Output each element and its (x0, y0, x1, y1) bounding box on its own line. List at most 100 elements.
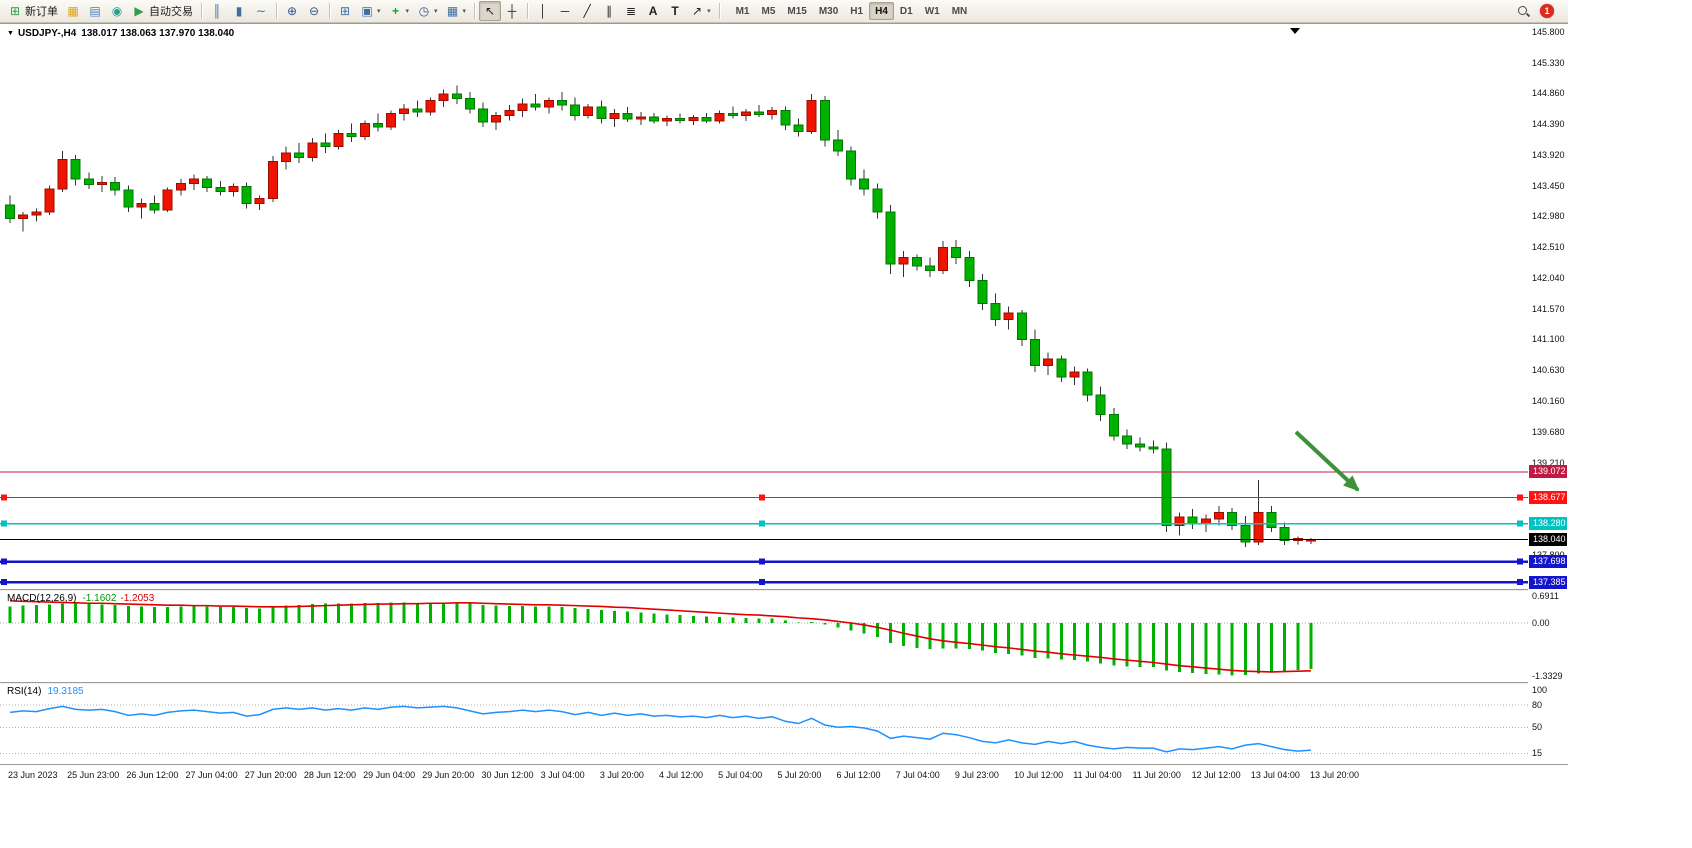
toolbar-navigator[interactable]: ◉ (106, 1, 128, 21)
time-axis-label: 7 Jul 04:00 (895, 770, 940, 780)
panel-separator-macd[interactable] (0, 589, 1568, 590)
price-tag-137.698: 137.698 (1529, 555, 1567, 569)
time-axis-label: 4 Jul 12:00 (659, 770, 704, 780)
search-icon[interactable] (1517, 5, 1530, 18)
price-axis-label: 144.390 (1532, 119, 1565, 130)
price-tag-138.040: 138.040 (1529, 532, 1567, 546)
toolbar-buttons: ⊞ 新订单 ▦ ▤ ◉ ▶ 自动交易 ║ ▮ ∼ ⊕ ⊖ ⊞ ▣ ▾ + ▾ ◷ ▾ ▦ ▾ ↖ ┼ │ ─ ╱ ∥ ≣ A T ↗ ▾ (4, 0, 724, 23)
toolbar-crosshair[interactable]: ┼ (501, 1, 523, 21)
price-axis-label: 142.510 (1532, 242, 1565, 253)
chart-shift-marker[interactable] (1290, 28, 1300, 34)
toolbar-market-watch[interactable]: ▤ (84, 1, 106, 21)
price-axis[interactable]: 145.800 145.330 144.860 144.390 143.920 143.4… (1528, 24, 1568, 764)
chart-ohlc-values: 138.017 138.063 137.970 138.040 (81, 28, 235, 39)
zoom-in-icon: ⊕ (286, 4, 298, 18)
timeframe-d1[interactable]: D1 (894, 2, 919, 20)
toolbar-autotrading[interactable]: ▶ 自动交易 (128, 1, 197, 21)
tile-windows-icon: ⊞ (339, 4, 351, 18)
price-axis-label: 140.630 (1532, 364, 1565, 375)
templates-icon: ▦ (446, 4, 459, 18)
toolbar-tile-windows[interactable]: ⊞ (334, 1, 356, 21)
toolbar-arrow-objects[interactable]: ↗ ▾ (686, 1, 715, 21)
rsi-axis-label: 15 (1532, 748, 1543, 759)
time-axis-label: 11 Jul 20:00 (1132, 770, 1181, 780)
price-axis-label: 140.160 (1532, 395, 1565, 406)
price-axis-label: 139.210 (1532, 457, 1565, 468)
toolbar-templates[interactable]: ▦ ▾ (442, 1, 471, 21)
time-axis-label: 12 Jul 12:00 (1191, 770, 1241, 780)
rsi-axis-label: 80 (1532, 699, 1543, 710)
timeframe-m15[interactable]: M15 (781, 2, 812, 20)
toolbar-zoom-out[interactable]: ⊖ (303, 1, 325, 21)
trend-arrow[interactable] (1294, 430, 1360, 492)
toolbar-bar-chart-mode[interactable]: ║ (206, 1, 228, 21)
candlestick-mode-icon: ▮ (235, 4, 243, 18)
price-tag-139.072: 139.072 (1529, 465, 1567, 479)
toolbar-fibonacci-tool[interactable]: ≣ (620, 1, 642, 21)
toolbar-candlestick-mode[interactable]: ▮ (228, 1, 250, 21)
toolbar-separator (276, 3, 277, 19)
time-axis-label: 25 Jun 23:00 (67, 770, 120, 780)
toolbar-cursor[interactable]: ↖ (479, 1, 502, 21)
time-axis-label: 9 Jul 23:00 (954, 770, 999, 780)
horizontal-line-138.677[interactable] (0, 494, 1528, 501)
chevron-down-icon: ▾ (405, 8, 410, 15)
timeframe-h1[interactable]: H1 (844, 2, 869, 20)
timeframe-m30[interactable]: M30 (813, 2, 844, 20)
macd-axis-label: -1.3329 (1532, 670, 1563, 681)
price-axis-label: 144.860 (1532, 88, 1565, 99)
toolbar-separator (201, 3, 202, 19)
time-axis-label: 28 Jun 12:00 (303, 770, 356, 780)
toolbar-text-tool[interactable]: A (642, 1, 664, 21)
price-axis-label: 143.920 (1532, 149, 1565, 160)
chart-symbol-icon: ▼ (7, 30, 14, 37)
time-axis[interactable]: 23 Jun 2023 25 Jun 23:00 26 Jun 12:00 27 Ju… (0, 765, 1568, 786)
toolbar-channel-tool[interactable]: ∥ (598, 1, 620, 21)
timeframe-h4[interactable]: H4 (869, 2, 894, 20)
toolbar: ⊞ 新订单 ▦ ▤ ◉ ▶ 自动交易 ║ ▮ ∼ ⊕ ⊖ ⊞ ▣ ▾ + ▾ ◷ ▾ ▦ ▾ ↖ ┼ │ ─ ╱ ∥ ≣ A T ↗ ▾ M1… (0, 0, 1568, 23)
text-label-tool-icon: T (671, 4, 679, 18)
toolbar-line-chart-mode[interactable]: ∼ (250, 1, 272, 21)
macd-signal-value: -1.2053 (120, 593, 155, 604)
price-axis-label: 145.800 (1532, 27, 1565, 37)
time-axis-label: 11 Jul 04:00 (1073, 770, 1122, 780)
time-axis-label: 6 Jul 12:00 (836, 770, 881, 780)
time-axis-label: 26 Jun 12:00 (126, 770, 179, 780)
timeframe-mn[interactable]: MN (946, 2, 974, 20)
toolbar-new-chart[interactable]: ▣ ▾ (356, 1, 385, 21)
chevron-down-icon: ▾ (707, 8, 711, 15)
timeframe-m1[interactable]: M1 (730, 2, 756, 20)
candles-layer (5, 85, 1316, 548)
horizontal-line-137.698[interactable] (0, 558, 1528, 565)
notification-badge[interactable]: 1 (1540, 4, 1554, 18)
horizontal-line-138.280[interactable] (0, 520, 1528, 527)
rsi-value: 19.3185 (47, 686, 84, 697)
navigator-icon: ◉ (111, 4, 123, 18)
chart-canvas[interactable] (0, 24, 1568, 786)
timeframe-m5[interactable]: M5 (755, 2, 781, 20)
timeframe-w1[interactable]: W1 (919, 2, 946, 20)
price-axis-label: 145.330 (1532, 57, 1565, 68)
toolbar-chart-profiles[interactable]: ▦ (62, 1, 84, 21)
new-order-icon: ⊞ (9, 4, 21, 18)
toolbar-horizontal-line-tool[interactable]: ─ (554, 1, 576, 21)
timeframe-toolbar: M1 M5 M15 M30 H1 H4 D1 W1 MN (730, 0, 974, 23)
chevron-down-icon: ▾ (377, 8, 381, 15)
toolbar-new-order[interactable]: ⊞ 新订单 (4, 1, 62, 21)
panel-separator-rsi[interactable] (0, 682, 1568, 683)
time-axis-label: 29 Jun 20:00 (422, 770, 475, 780)
toolbar-periods[interactable]: ◷ ▾ (413, 1, 442, 21)
indicators-icon: + (392, 4, 400, 18)
toolbar-trendline-tool[interactable]: ╱ (576, 1, 598, 21)
crosshair-icon: ┼ (507, 4, 517, 18)
horizontal-line-137.385[interactable] (0, 579, 1528, 586)
price-axis-label: 137.800 (1532, 550, 1565, 560)
toolbar-vertical-line-tool[interactable]: │ (532, 1, 554, 21)
toolbar-zoom-in[interactable]: ⊕ (281, 1, 303, 21)
panel-separator-timeaxis[interactable] (0, 764, 1568, 765)
rsi-axis-label: 50 (1532, 722, 1543, 733)
price-axis-label: 142.980 (1532, 211, 1565, 222)
toolbar-text-label-tool[interactable]: T (664, 1, 686, 21)
toolbar-indicators[interactable]: + ▾ (385, 1, 414, 21)
